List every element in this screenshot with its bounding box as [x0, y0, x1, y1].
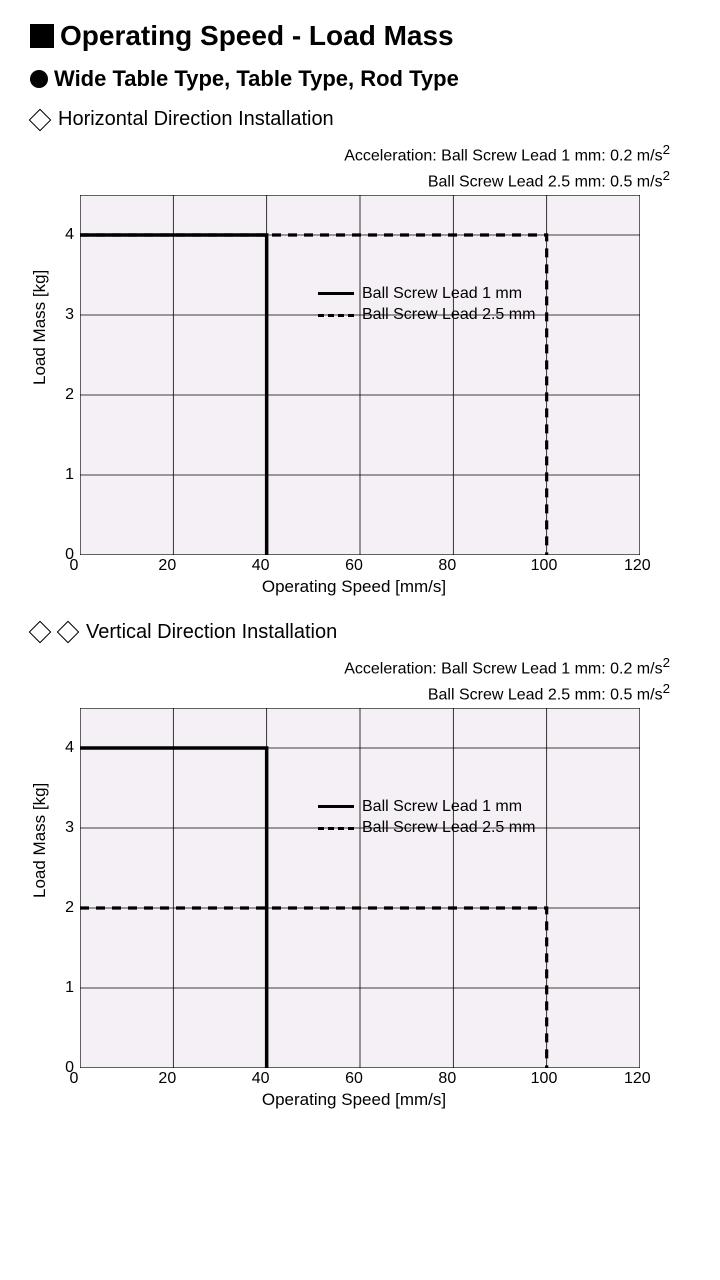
x-tick-label: 100 — [531, 557, 551, 575]
x-tick-label: 0 — [64, 557, 84, 575]
y-tick-label: 4 — [65, 739, 74, 757]
y-axis-label: Load Mass [kg] — [30, 878, 50, 898]
x-tick-label: 60 — [344, 557, 364, 575]
x-tick-label: 20 — [157, 1070, 177, 1088]
accel-line1: Acceleration: Ball Screw Lead 1 mm: 0.2 … — [344, 660, 662, 677]
x-tick-label: 40 — [251, 557, 271, 575]
chart-plot: Ball Screw Lead 1 mmBall Screw Lead 2.5 … — [80, 708, 640, 1068]
acceleration-note: Acceleration: Ball Screw Lead 1 mm: 0.2 … — [30, 141, 670, 193]
chart-row: Load Mass [kg]01234Ball Screw Lead 1 mmB… — [30, 708, 690, 1068]
y-tick-label: 3 — [65, 819, 74, 837]
x-axis-label: Operating Speed [mm/s] — [74, 1090, 634, 1110]
x-ticks: 020406080100120 — [74, 557, 634, 577]
y-tick-label: 2 — [65, 386, 74, 404]
main-title-text: Operating Speed - Load Mass — [60, 20, 454, 52]
x-tick-label: 60 — [344, 1070, 364, 1088]
y-axis-label: Load Mass [kg] — [30, 365, 50, 385]
y-tick-label: 3 — [65, 306, 74, 324]
y-ticks: 01234 — [50, 195, 80, 555]
y-tick-label: 1 — [65, 979, 74, 997]
x-tick-label: 20 — [157, 557, 177, 575]
x-tick-label: 120 — [624, 1070, 644, 1088]
x-tick-label: 40 — [251, 1070, 271, 1088]
x-tick-label: 120 — [624, 557, 644, 575]
section-title-text: Horizontal Direction Installation — [58, 108, 334, 131]
x-tick-label: 100 — [531, 1070, 551, 1088]
subtitle-text: Wide Table Type, Table Type, Rod Type — [54, 66, 459, 92]
diamond-icon — [57, 621, 80, 644]
section-title-text: Vertical Direction Installation — [86, 621, 337, 644]
y-tick-label: 2 — [65, 899, 74, 917]
accel-line2: Ball Screw Lead 2.5 mm: 0.5 m/s — [428, 173, 663, 190]
x-tick-label: 80 — [437, 557, 457, 575]
diamond-icon — [29, 621, 52, 644]
y-tick-label: 1 — [65, 466, 74, 484]
x-tick-label: 0 — [64, 1070, 84, 1088]
subtitle: Wide Table Type, Table Type, Rod Type — [30, 66, 690, 92]
x-ticks: 020406080100120 — [74, 1070, 634, 1090]
chart-plot: Ball Screw Lead 1 mmBall Screw Lead 2.5 … — [80, 195, 640, 555]
square-bullet-icon — [30, 24, 54, 48]
acceleration-note: Acceleration: Ball Screw Lead 1 mm: 0.2 … — [30, 654, 670, 706]
x-axis-label: Operating Speed [mm/s] — [74, 577, 634, 597]
chart-block: Horizontal Direction Installation Acceler… — [30, 108, 690, 597]
main-title: Operating Speed - Load Mass — [30, 20, 690, 52]
section-title: Vertical Direction Installation — [30, 621, 690, 644]
chart-row: Load Mass [kg]01234Ball Screw Lead 1 mmB… — [30, 195, 690, 555]
diamond-icon — [29, 108, 52, 131]
accel-line1: Acceleration: Ball Screw Lead 1 mm: 0.2 … — [344, 147, 662, 164]
chart-block: Vertical Direction Installation Accelerat… — [30, 621, 690, 1110]
y-tick-label: 4 — [65, 226, 74, 244]
circle-bullet-icon — [30, 70, 48, 88]
x-tick-label: 80 — [437, 1070, 457, 1088]
y-ticks: 01234 — [50, 708, 80, 1068]
accel-line2: Ball Screw Lead 2.5 mm: 0.5 m/s — [428, 686, 663, 703]
section-title: Horizontal Direction Installation — [30, 108, 690, 131]
